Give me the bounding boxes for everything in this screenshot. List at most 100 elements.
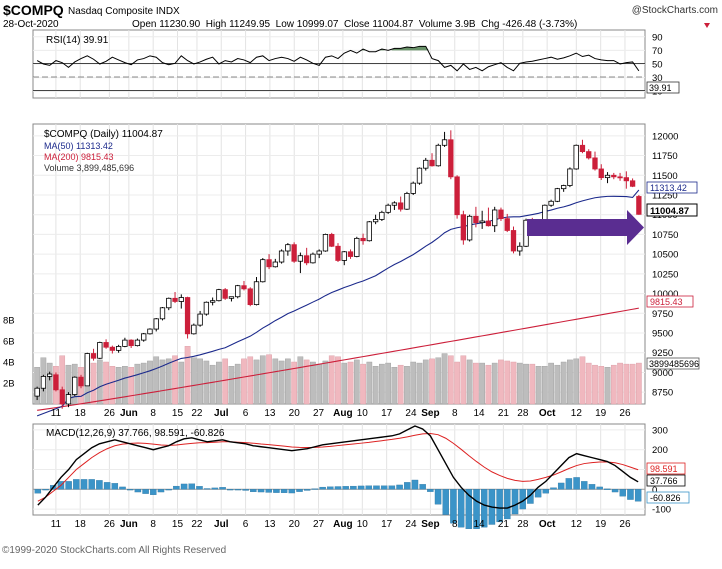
candle-body [72, 376, 78, 395]
histogram-bar [126, 489, 134, 491]
candle-body [159, 307, 166, 320]
volume-bar [548, 362, 554, 405]
volume-bar [96, 359, 103, 405]
candle-body [329, 234, 335, 247]
date-tick-label: 18 [75, 519, 87, 530]
histogram-bar [542, 489, 550, 494]
volume-bar [479, 362, 485, 405]
date-tick-label: 19 [595, 519, 607, 530]
histogram-bar [619, 489, 626, 497]
histogram-bar [196, 486, 203, 490]
volume-bar [542, 366, 548, 405]
volume-bar [385, 362, 391, 405]
histogram-bar [534, 489, 542, 498]
price-tick-label: 9250 [652, 348, 673, 359]
volume-bar [579, 356, 586, 405]
volume-bar [523, 363, 529, 405]
candle-body [347, 251, 354, 257]
volume-bar [341, 362, 348, 405]
rsi-value-tag-box [646, 81, 680, 94]
histogram-bar [111, 483, 119, 490]
candle-body [492, 209, 498, 227]
volume-bar [397, 364, 404, 405]
candle-body [128, 339, 134, 347]
candle-body [115, 346, 122, 351]
candle-body [147, 328, 153, 335]
rsi-tick-label: 70 [652, 46, 663, 57]
candle-body [291, 244, 297, 262]
rsi-label: RSI(14) 39.91 [46, 35, 109, 46]
macd-panel: MACD(12,26,9) 37.766, 98.591, -60.826 30… [32, 423, 690, 529]
rsi-tick-label: 30 [652, 73, 663, 84]
candle-body [228, 296, 235, 299]
candle-body [354, 237, 360, 257]
candle-body [47, 373, 53, 377]
candle-body [97, 342, 103, 359]
candle-body [109, 346, 116, 351]
volume-bar [473, 362, 479, 405]
histogram-bar [296, 489, 303, 492]
histogram-bar [180, 483, 188, 490]
volume-bar [216, 361, 222, 405]
candle-body [460, 214, 467, 241]
candle-body [517, 245, 523, 252]
volume-bar [172, 355, 178, 405]
histogram-bar [227, 489, 234, 491]
histogram-bar [419, 484, 426, 490]
volume-bar [454, 361, 460, 405]
signal-tag-box [646, 462, 686, 475]
candle-body [560, 185, 567, 190]
ma200-line [37, 307, 639, 411]
histogram-bar [380, 485, 388, 490]
candle-body [554, 188, 561, 202]
histogram-bar [496, 489, 503, 523]
date-tick-label: 12 [571, 408, 583, 419]
quote-date: 28-Oct-2020 [3, 19, 59, 30]
price-tick-label: 9750 [652, 309, 673, 320]
symbol-title: $COMPQ [3, 2, 64, 18]
date-tick-label: 17 [381, 519, 393, 530]
histogram-bar [480, 489, 488, 528]
histogram-bar [627, 489, 634, 500]
volume-bar [410, 361, 417, 405]
rsi-tick-label: 90 [652, 32, 663, 43]
volume-bar [322, 360, 329, 405]
price-tick-label: 12000 [652, 131, 678, 142]
volume-bar [328, 355, 335, 405]
histogram-bar [565, 478, 573, 490]
volume-bar [134, 363, 141, 405]
candle-body [122, 339, 128, 347]
date-tick-label: 11 [51, 408, 62, 419]
close-tag: 11004.87 [650, 206, 689, 217]
purple-arrow-icon [527, 210, 644, 245]
histogram-bar [434, 489, 442, 505]
copyright-footer: ©1999-2020 StockCharts.com All Rights Re… [2, 545, 226, 556]
volume-bar [303, 359, 310, 405]
volume-bars [34, 346, 642, 405]
date-tick-label: 15 [172, 519, 184, 530]
candle-body [504, 218, 510, 231]
histogram-bar [511, 489, 519, 515]
macd-tag: 37.766 [650, 476, 678, 486]
down-triangle-icon [704, 23, 710, 28]
ma50-tag-box [646, 181, 698, 194]
volume-tick-label: 8B [3, 316, 15, 327]
candle-body [103, 342, 109, 348]
histogram-bar [250, 489, 257, 493]
volume-bar [197, 358, 203, 405]
volume-bar [234, 363, 241, 405]
candle-body [203, 301, 210, 315]
volume-bar [585, 362, 592, 405]
volume-bar [435, 357, 442, 405]
histogram-bar [334, 486, 342, 490]
volume-bar [636, 362, 642, 405]
candle-body [441, 139, 448, 146]
candle-body [416, 167, 423, 184]
quote-summary: Open 11230.90 High 11249.95 Low 10999.07… [132, 19, 577, 30]
volume-bar [604, 367, 611, 405]
candle-body [172, 297, 178, 302]
volume-bar [422, 359, 429, 405]
histogram-bar [365, 485, 373, 490]
date-tick-label: 6 [243, 408, 249, 419]
